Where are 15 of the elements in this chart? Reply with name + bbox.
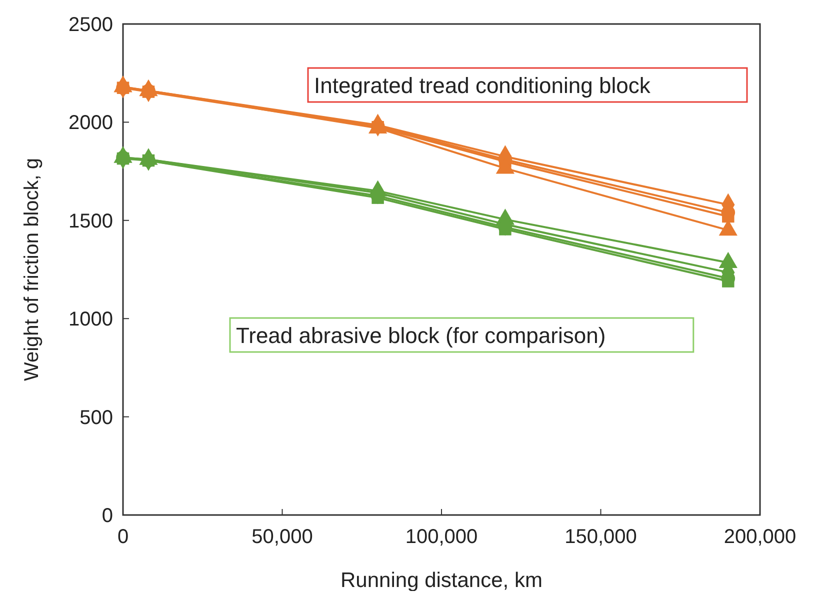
y-tick-label: 500 — [80, 406, 113, 429]
x-tick-label: 150,000 — [564, 526, 637, 548]
x-tick-label: 200,000 — [724, 526, 796, 548]
y-tick-label: 1500 — [68, 210, 113, 232]
annotation: Integrated tread conditioning block — [314, 73, 652, 98]
y-axis-title: Weight of friction block, g — [21, 158, 43, 382]
x-tick-label: 50,000 — [252, 526, 313, 548]
annotation: Tread abrasive block (for comparison) — [236, 323, 606, 348]
x-axis-title: Running distance, km — [340, 569, 542, 592]
y-tick-label: 2500 — [68, 14, 113, 36]
y-tick-label: 2000 — [68, 112, 113, 134]
y-tick-label: 1000 — [68, 308, 113, 331]
x-tick-label: 0 — [117, 526, 129, 548]
x-tick-label: 100,000 — [405, 526, 478, 548]
y-tick-label: 0 — [102, 505, 113, 527]
